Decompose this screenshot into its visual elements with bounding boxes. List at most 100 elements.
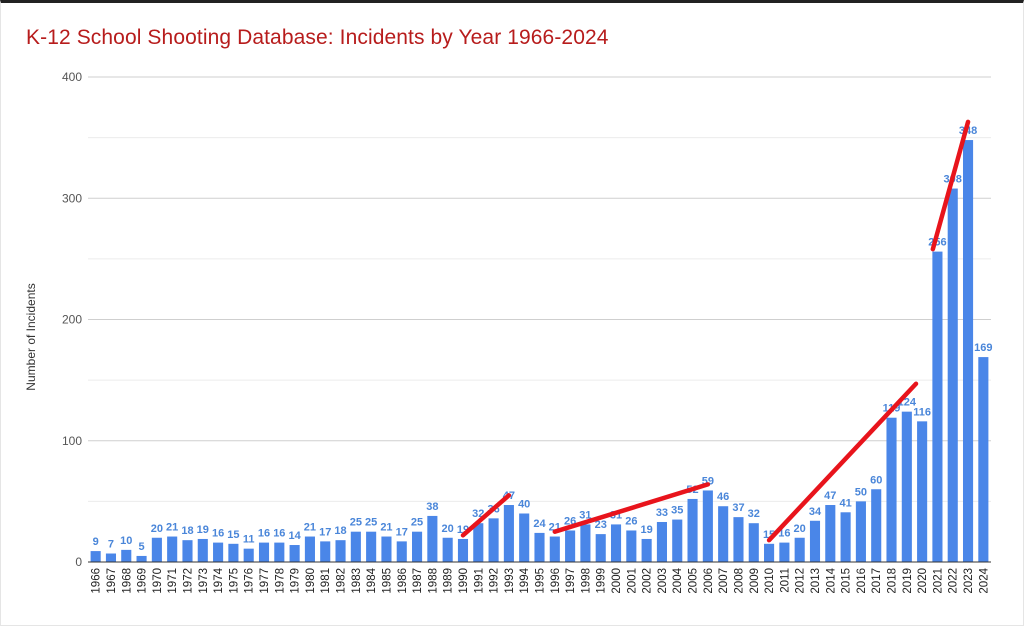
data-label: 23 xyxy=(595,519,607,531)
bar xyxy=(136,555,147,562)
x-tick-label: 1999 xyxy=(596,568,608,594)
x-tick-label: 2011 xyxy=(779,568,791,593)
data-label: 40 xyxy=(518,499,530,511)
x-tick-label: 1973 xyxy=(198,568,210,594)
chart-title: K-12 School Shooting Database: Incidents… xyxy=(26,26,609,49)
x-tick-label: 1989 xyxy=(443,568,455,594)
data-label: 38 xyxy=(426,501,438,513)
x-tick-label: 1981 xyxy=(320,568,332,594)
bar xyxy=(151,537,162,562)
data-label: 16 xyxy=(778,528,790,540)
x-tick-label: 1970 xyxy=(152,568,164,594)
data-label: 33 xyxy=(656,507,668,519)
x-tick-label: 2016 xyxy=(856,568,868,594)
data-label: 41 xyxy=(839,497,851,509)
bar xyxy=(534,532,545,562)
data-label: 19 xyxy=(641,524,653,536)
x-tick-label: 1983 xyxy=(351,568,363,594)
bar xyxy=(412,531,423,562)
x-tick-label: 1993 xyxy=(504,568,516,594)
bar xyxy=(687,498,698,562)
bar xyxy=(702,490,713,562)
x-tick-label: 2018 xyxy=(887,568,899,594)
bar xyxy=(840,512,851,562)
x-tick-label: 1990 xyxy=(458,568,470,594)
x-tick-label: 1988 xyxy=(427,568,439,594)
data-label: 34 xyxy=(809,506,822,518)
bar xyxy=(626,530,637,562)
x-tick-label: 1966 xyxy=(91,568,103,594)
x-tick-label: 2013 xyxy=(810,568,822,594)
x-tick-label: 2012 xyxy=(795,568,807,594)
x-tick-label: 2004 xyxy=(672,567,684,593)
bar xyxy=(182,540,193,562)
bar xyxy=(121,549,132,562)
x-tick-label: 1986 xyxy=(397,568,409,594)
x-tick-label: 1969 xyxy=(137,568,149,594)
bar xyxy=(917,421,928,562)
data-label: 18 xyxy=(334,525,346,537)
bar xyxy=(442,537,453,562)
data-label: 25 xyxy=(365,517,377,529)
bar xyxy=(258,542,270,562)
bar xyxy=(304,536,315,562)
data-label: 16 xyxy=(258,528,270,540)
data-label: 46 xyxy=(717,491,729,503)
x-tick-label: 2005 xyxy=(688,568,700,594)
bar xyxy=(672,519,683,562)
bar xyxy=(779,542,790,562)
y-tick-label: 400 xyxy=(62,70,82,84)
data-label: 16 xyxy=(273,528,285,540)
bars xyxy=(90,140,989,563)
bar xyxy=(366,531,377,562)
x-tick-label: 1997 xyxy=(565,568,577,594)
data-label: 21 xyxy=(166,522,178,534)
x-tick-label: 2007 xyxy=(718,568,730,594)
data-label: 19 xyxy=(197,524,209,536)
bar xyxy=(213,542,224,562)
data-label: 24 xyxy=(533,518,546,530)
x-tick-label: 1971 xyxy=(167,568,179,594)
data-label: 20 xyxy=(151,523,163,535)
data-label: 10 xyxy=(120,535,132,547)
y-tick-label: 100 xyxy=(62,434,82,448)
bar xyxy=(197,538,208,562)
bar xyxy=(473,523,484,562)
data-label: 116 xyxy=(913,406,931,418)
data-label: 14 xyxy=(288,530,301,542)
trend-line xyxy=(460,493,512,538)
x-tick-label: 1998 xyxy=(580,568,592,594)
x-tick-label: 2024 xyxy=(978,567,990,593)
bar xyxy=(503,505,514,562)
bar xyxy=(427,515,438,562)
bar xyxy=(656,521,667,562)
bar xyxy=(718,506,729,562)
x-tick-label: 2001 xyxy=(626,568,638,594)
bar xyxy=(289,545,300,562)
trend-line xyxy=(766,381,919,543)
bar xyxy=(381,536,392,562)
bar xyxy=(105,553,117,562)
x-tick-label: 1996 xyxy=(550,568,562,594)
x-tick-label: 1995 xyxy=(535,568,547,594)
bar xyxy=(167,536,178,562)
x-tick-label: 2017 xyxy=(871,568,883,594)
bar xyxy=(733,517,744,562)
bar xyxy=(764,543,775,562)
bar xyxy=(350,531,361,562)
x-tick-label: 2003 xyxy=(657,568,669,594)
data-label: 37 xyxy=(732,502,744,514)
x-tick-label: 1992 xyxy=(489,568,501,594)
data-label: 21 xyxy=(304,522,316,534)
bar xyxy=(932,251,943,562)
data-label: 31 xyxy=(579,509,591,521)
bar xyxy=(396,541,407,562)
data-label: 7 xyxy=(108,539,114,551)
data-label: 17 xyxy=(396,526,408,538)
x-tick-label: 1980 xyxy=(305,568,317,594)
data-label: 47 xyxy=(824,490,836,502)
x-tick-label: 1975 xyxy=(228,568,240,594)
x-tick-label: 2022 xyxy=(948,568,960,594)
